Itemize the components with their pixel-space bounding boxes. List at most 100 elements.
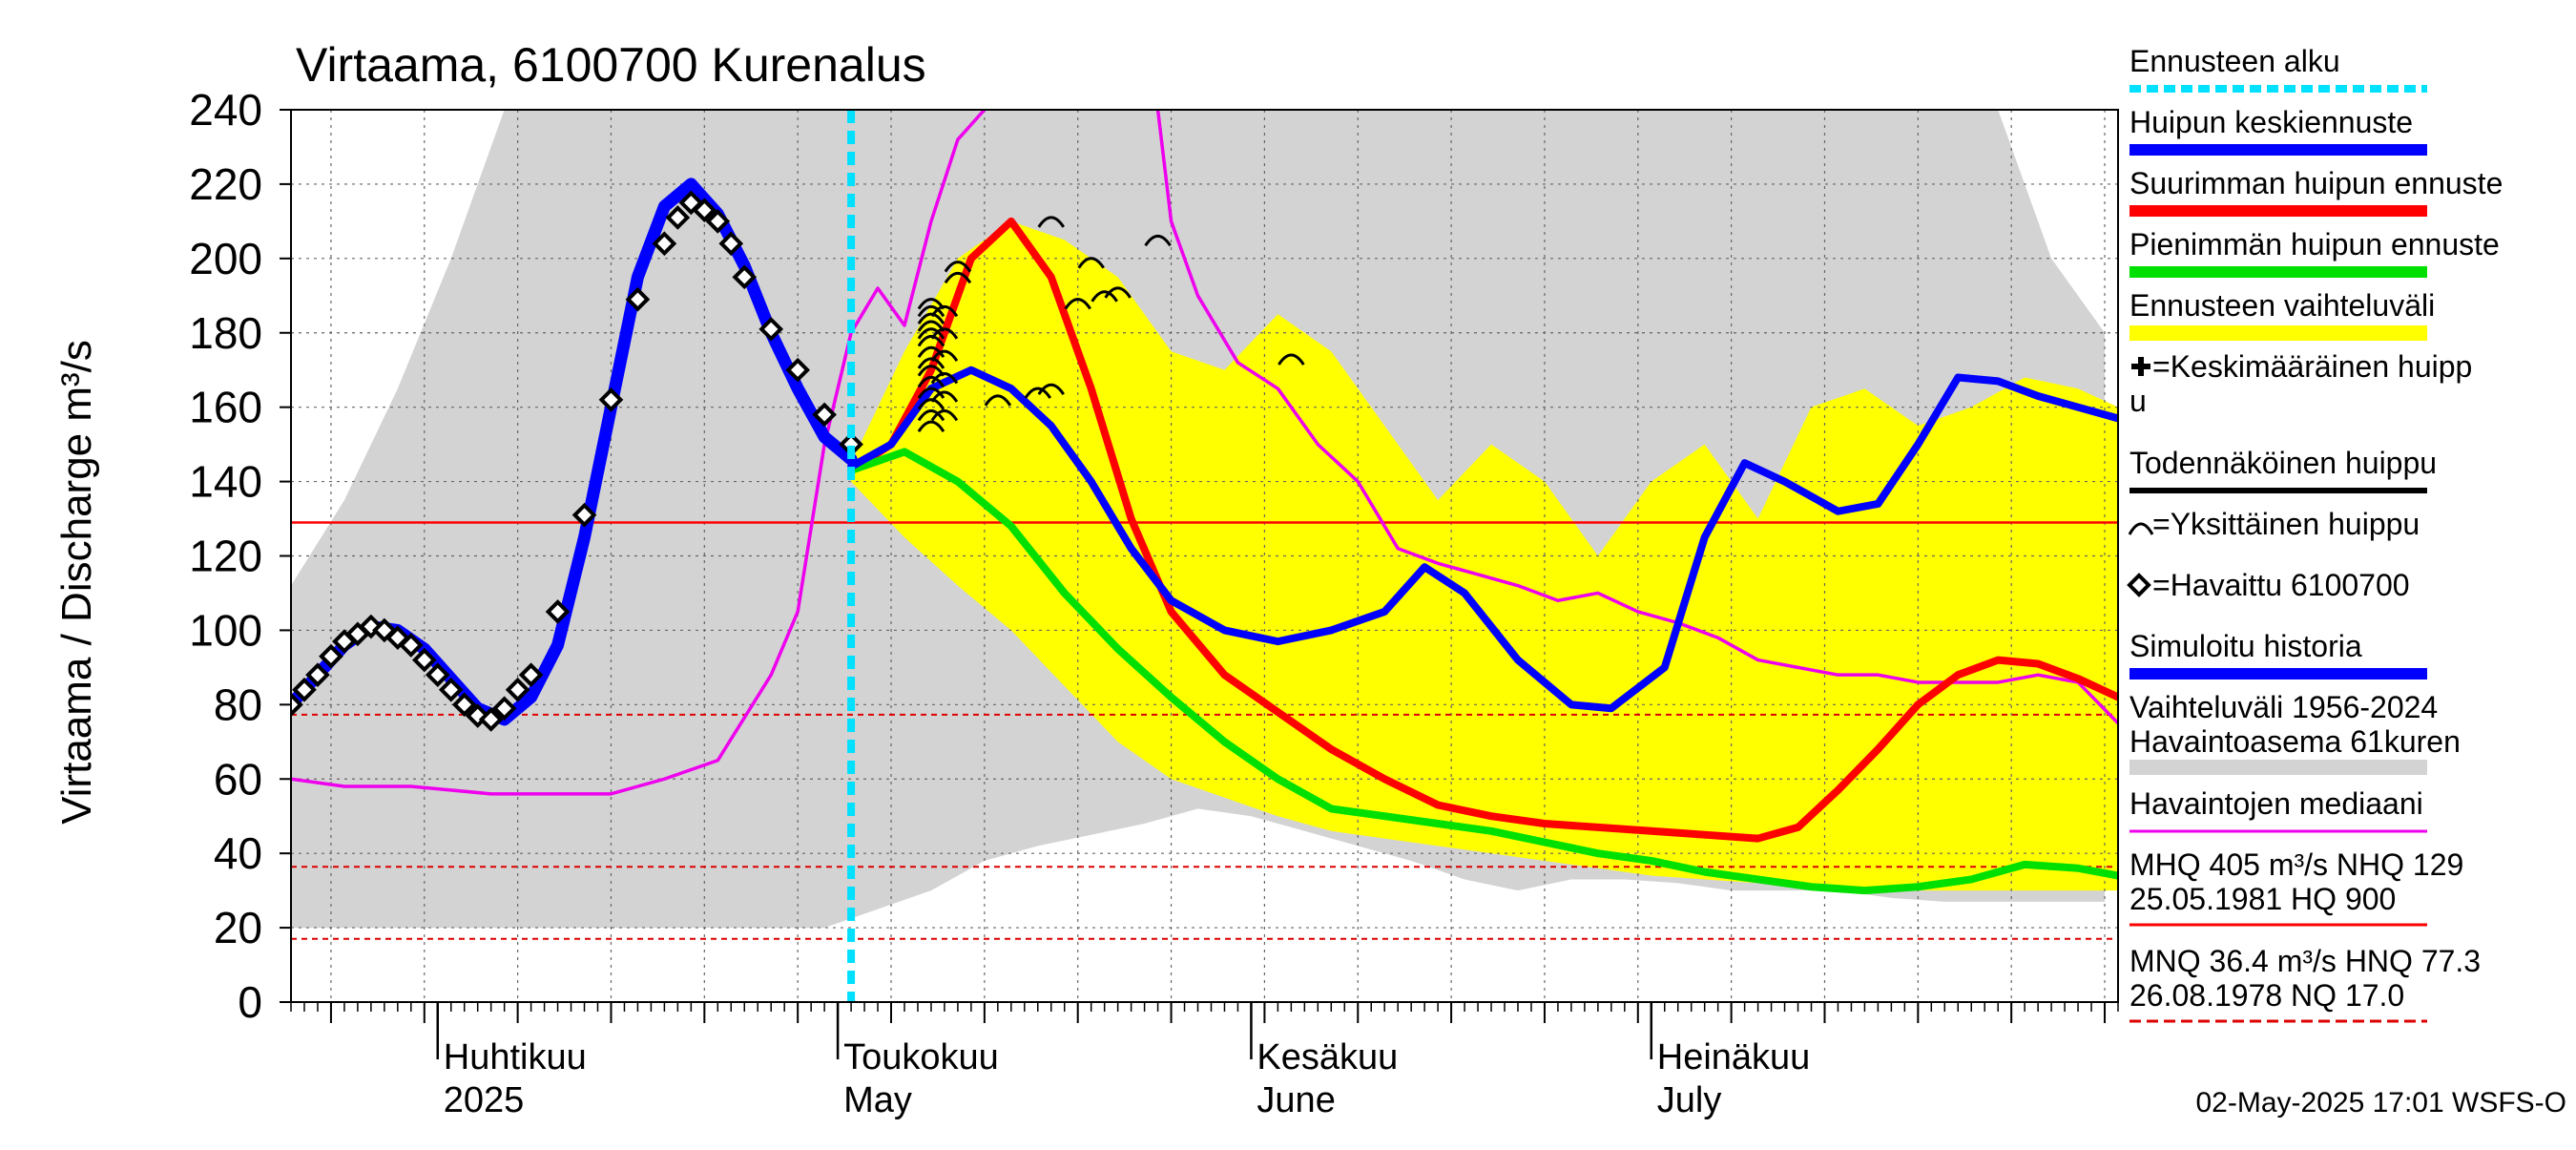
legend-label: Huipun keskiennuste bbox=[2129, 105, 2413, 139]
single-peak-marker bbox=[930, 304, 959, 318]
y-tick-label: 220 bbox=[189, 159, 262, 209]
footer-timestamp: 02-May-2025 17:01 WSFS-O bbox=[2196, 1087, 2567, 1119]
single-peak-marker bbox=[930, 327, 959, 340]
single-peak-marker bbox=[1278, 353, 1305, 366]
y-tick-label: 80 bbox=[214, 680, 262, 729]
series-lines bbox=[291, 110, 2118, 895]
legend-arc-icon bbox=[2128, 522, 2154, 535]
single-peak-marker bbox=[1037, 383, 1066, 396]
legend-label: Havaintojen mediaani bbox=[2129, 786, 2423, 821]
single-peak-marker bbox=[917, 387, 945, 399]
y-tick-label: 140 bbox=[189, 457, 262, 507]
y-axis-label: Virtaama / Discharge m³/s bbox=[53, 340, 100, 825]
observed-point bbox=[319, 643, 343, 669]
observed-point bbox=[292, 677, 317, 702]
y-axis: 0 20 40 60 80 100 120 140 160 180 200 220 240 bbox=[189, 85, 291, 1027]
single-peak-marker bbox=[944, 261, 972, 273]
single-peak-marker bbox=[1104, 286, 1132, 299]
legend-diamond-icon bbox=[2127, 573, 2151, 597]
observed-point bbox=[411, 647, 437, 673]
single-peak-marker bbox=[917, 357, 945, 369]
observed-point bbox=[305, 662, 330, 687]
y-tick-label: 120 bbox=[189, 532, 262, 581]
y-tick-label: 100 bbox=[189, 605, 262, 655]
single-peak-marker bbox=[1024, 387, 1052, 399]
reference-lines bbox=[291, 521, 2118, 940]
single-peak-marker bbox=[1064, 298, 1091, 310]
observed-point bbox=[425, 662, 450, 687]
observed-point bbox=[812, 402, 837, 428]
observed-point bbox=[718, 231, 744, 257]
single-peak-marker bbox=[917, 420, 945, 433]
observed-point bbox=[398, 633, 424, 658]
single-peak-marker bbox=[1144, 234, 1172, 247]
single-peak-marker bbox=[917, 312, 945, 325]
single-peak-marker bbox=[917, 345, 945, 359]
x-month-sublabel: May bbox=[843, 1080, 912, 1120]
series-suurimman-huipun-ennuste bbox=[847, 217, 2118, 843]
legend-swatch bbox=[2129, 325, 2427, 341]
legend-swatch bbox=[2129, 760, 2427, 775]
x-month-label: Huhtikuu bbox=[444, 1037, 587, 1077]
observation-markers bbox=[291, 190, 863, 732]
observed-point bbox=[478, 707, 504, 732]
single-peak-marker bbox=[917, 375, 945, 388]
observed-point bbox=[785, 357, 810, 383]
legend-label: =Yksittäinen huippu bbox=[2152, 507, 2420, 541]
y-tick-label: 160 bbox=[189, 383, 262, 432]
observed-point bbox=[665, 205, 691, 230]
single-peak-marker bbox=[1037, 216, 1066, 228]
observed-point bbox=[732, 264, 758, 290]
single-peak-marker bbox=[917, 408, 945, 422]
forecast-range-band bbox=[851, 220, 2118, 891]
legend-plus-icon bbox=[2131, 357, 2150, 376]
x-month-sublabel: 2025 bbox=[444, 1080, 525, 1120]
chart-title: Virtaama, 6100700 Kurenalus bbox=[296, 38, 926, 92]
legend-label: Simuloitu historia bbox=[2129, 629, 2362, 663]
observed-point bbox=[652, 231, 677, 257]
single-peak-marker bbox=[930, 390, 959, 403]
series-havaintojen-mediaani bbox=[291, 110, 2118, 796]
x-month-label: Heinäkuu bbox=[1657, 1037, 1811, 1077]
observed-point bbox=[438, 677, 464, 702]
single-peak-marker bbox=[917, 304, 945, 318]
forecast-range-area bbox=[851, 220, 2118, 891]
observed-point bbox=[625, 286, 651, 312]
legend-label: =Keskimääräinen huipp bbox=[2152, 349, 2472, 384]
legend-label: Vaihteluväli 1956-2024 bbox=[2129, 690, 2438, 724]
observed-point bbox=[692, 198, 717, 223]
single-peak-marker bbox=[930, 372, 959, 385]
series-pienimm-n-huipun-ennuste bbox=[847, 448, 2118, 895]
x-month-sublabel: June bbox=[1257, 1080, 1335, 1120]
observed-point bbox=[705, 209, 731, 234]
legend-label: MNQ 36.4 m³/s HNQ 77.3 bbox=[2129, 944, 2481, 978]
y-tick-label: 240 bbox=[189, 85, 262, 135]
y-tick-label: 0 bbox=[238, 977, 262, 1027]
legend-label: MHQ 405 m³/s NHQ 129 bbox=[2129, 847, 2463, 882]
y-tick-label: 40 bbox=[214, 828, 262, 878]
single-peak-marker bbox=[944, 271, 972, 284]
legend-label-line2: u bbox=[2129, 384, 2147, 418]
single-peak-marker bbox=[917, 335, 945, 347]
y-tick-label: 20 bbox=[214, 903, 262, 952]
observed-point bbox=[545, 599, 571, 624]
observed-point bbox=[451, 692, 477, 718]
single-peak-marker bbox=[917, 327, 945, 340]
single-peak-marker bbox=[1077, 257, 1105, 269]
y-tick-label: 200 bbox=[189, 234, 262, 283]
observed-point bbox=[518, 662, 544, 687]
legend: Ennusteen alku Huipun keskiennuste Suurimm… bbox=[2127, 44, 2503, 1023]
single-peak-marker bbox=[930, 349, 959, 362]
legend-label: Pienimmän huipun ennuste bbox=[2129, 227, 2500, 261]
x-month-label: Kesäkuu bbox=[1257, 1037, 1398, 1077]
y-tick-label: 180 bbox=[189, 308, 262, 358]
legend-label-line2: 25.05.1981 HQ 900 bbox=[2129, 882, 2396, 916]
legend-label: Todennäköinen huippu bbox=[2129, 446, 2437, 480]
legend-label: Suurimman huipun ennuste bbox=[2129, 166, 2503, 200]
single-peak-marker bbox=[1091, 290, 1118, 303]
legend-label: =Havaittu 6100700 bbox=[2152, 568, 2410, 602]
observed-point bbox=[491, 696, 517, 721]
x-month-label: Toukokuu bbox=[843, 1037, 999, 1077]
